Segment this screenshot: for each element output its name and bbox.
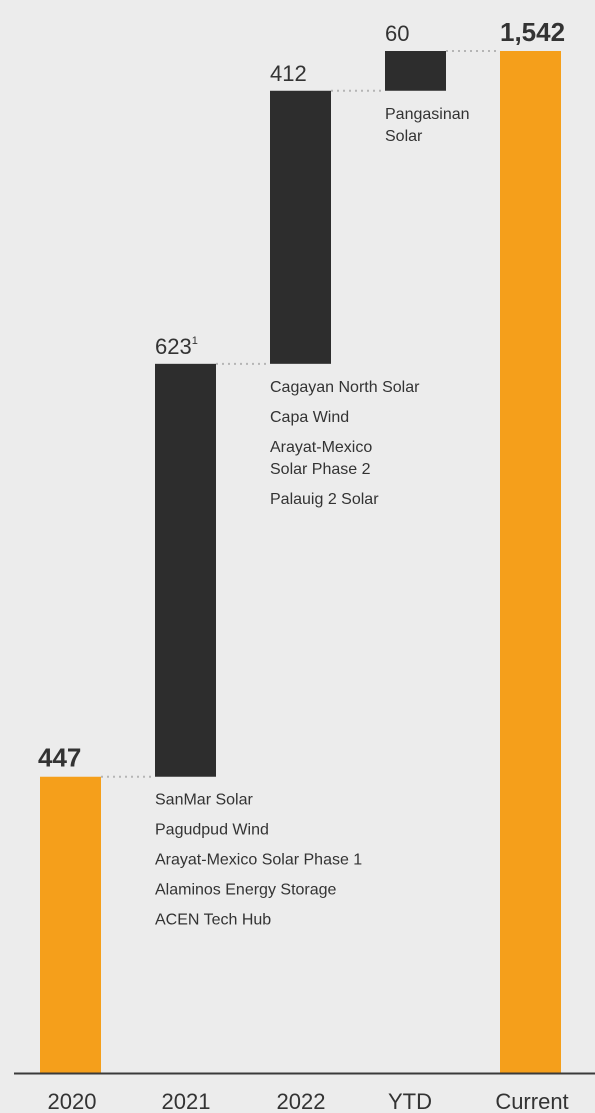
value-label: 1,542 (500, 17, 565, 47)
footnote-marker: 1 (192, 335, 198, 347)
x-tick-label: Current (495, 1089, 568, 1113)
project-label: Arayat-Mexico Solar Phase 1 (155, 852, 362, 869)
bar-current (500, 51, 561, 1073)
value-label: 60 (385, 21, 409, 46)
x-tick-label: 2022 (277, 1089, 326, 1113)
project-label: Cagayan North Solar (270, 379, 420, 396)
project-label: Pangasinan (385, 106, 470, 123)
project-label: Pagudpud Wind (155, 822, 269, 839)
project-label: SanMar Solar (155, 792, 253, 809)
project-label: Arayat-Mexico (270, 439, 372, 456)
project-label: Alaminos Energy Storage (155, 882, 337, 899)
bar-ytd-2023 (385, 51, 446, 91)
value-label: 447 (38, 743, 81, 773)
bar-2021 (155, 363, 216, 777)
bar-2020 (40, 776, 101, 1073)
x-tick-label: 2020 (48, 1089, 97, 1113)
project-label: Solar Phase 2 (270, 461, 371, 478)
bar-2022 (270, 90, 331, 364)
project-label: Solar (385, 128, 423, 145)
project-label: Capa Wind (270, 409, 349, 426)
project-label: Palauig 2 Solar (270, 491, 379, 508)
x-tick-label: YTD (388, 1089, 432, 1113)
value-label: 6231 (155, 334, 198, 359)
project-label: ACEN Tech Hub (155, 912, 271, 929)
value-label: 412 (270, 61, 307, 86)
x-tick-label: 2021 (162, 1089, 211, 1113)
